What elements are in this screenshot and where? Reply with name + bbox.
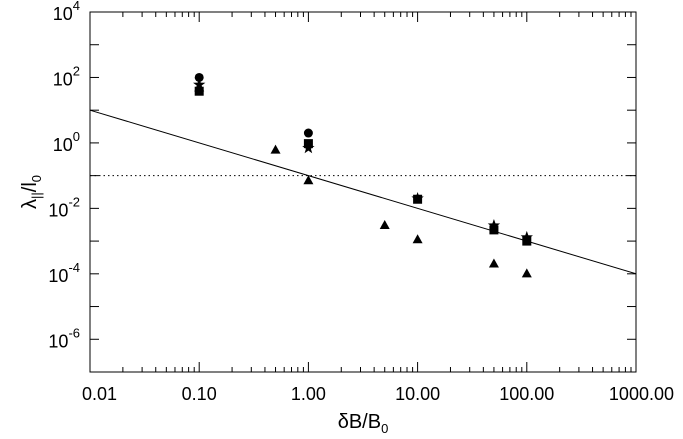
- triangle-point: [303, 175, 314, 185]
- triangle-point: [412, 234, 423, 244]
- reference-lines: [89, 109, 637, 275]
- y-tick-label: 100: [53, 129, 80, 155]
- y-axis-title: λ||/l0: [19, 175, 44, 209]
- circle-point: [194, 72, 204, 82]
- triangle-point: [379, 219, 390, 229]
- square-point: [522, 236, 532, 246]
- square-point: [489, 225, 499, 235]
- x-tick-label: 10.00: [395, 384, 440, 404]
- square-point: [303, 139, 313, 149]
- circle-point: [303, 128, 313, 138]
- fit-line: [89, 109, 637, 275]
- triangle-point: [194, 82, 205, 92]
- y-tick-label: 10-2: [48, 194, 80, 220]
- square-point: [413, 194, 423, 204]
- x-tick-label: 100.00: [499, 384, 554, 404]
- x-tick-label: 1000.00: [609, 384, 674, 404]
- y-tick-label: 102: [53, 63, 80, 89]
- triangle-point: [488, 258, 499, 268]
- data-points: [193, 72, 533, 278]
- x-tick-label: 0.10: [182, 384, 217, 404]
- axis-ticks: 0.01 0.10 1.00 10.00 100.00 1000.00 10-6 10-4 10…: [48, 0, 674, 404]
- triangle-point: [521, 268, 532, 278]
- x-tick-label: 0.01: [82, 384, 117, 404]
- x-tick-label: 1.00: [291, 384, 326, 404]
- triangle-point: [270, 144, 281, 154]
- y-tick-label: 104: [53, 0, 80, 24]
- x-axis-title: δB/B0: [338, 411, 389, 436]
- plot-frame: [89, 11, 637, 373]
- y-tick-label: 10-6: [48, 325, 80, 351]
- y-tick-label: 10-4: [48, 260, 80, 286]
- star-point: [487, 218, 501, 231]
